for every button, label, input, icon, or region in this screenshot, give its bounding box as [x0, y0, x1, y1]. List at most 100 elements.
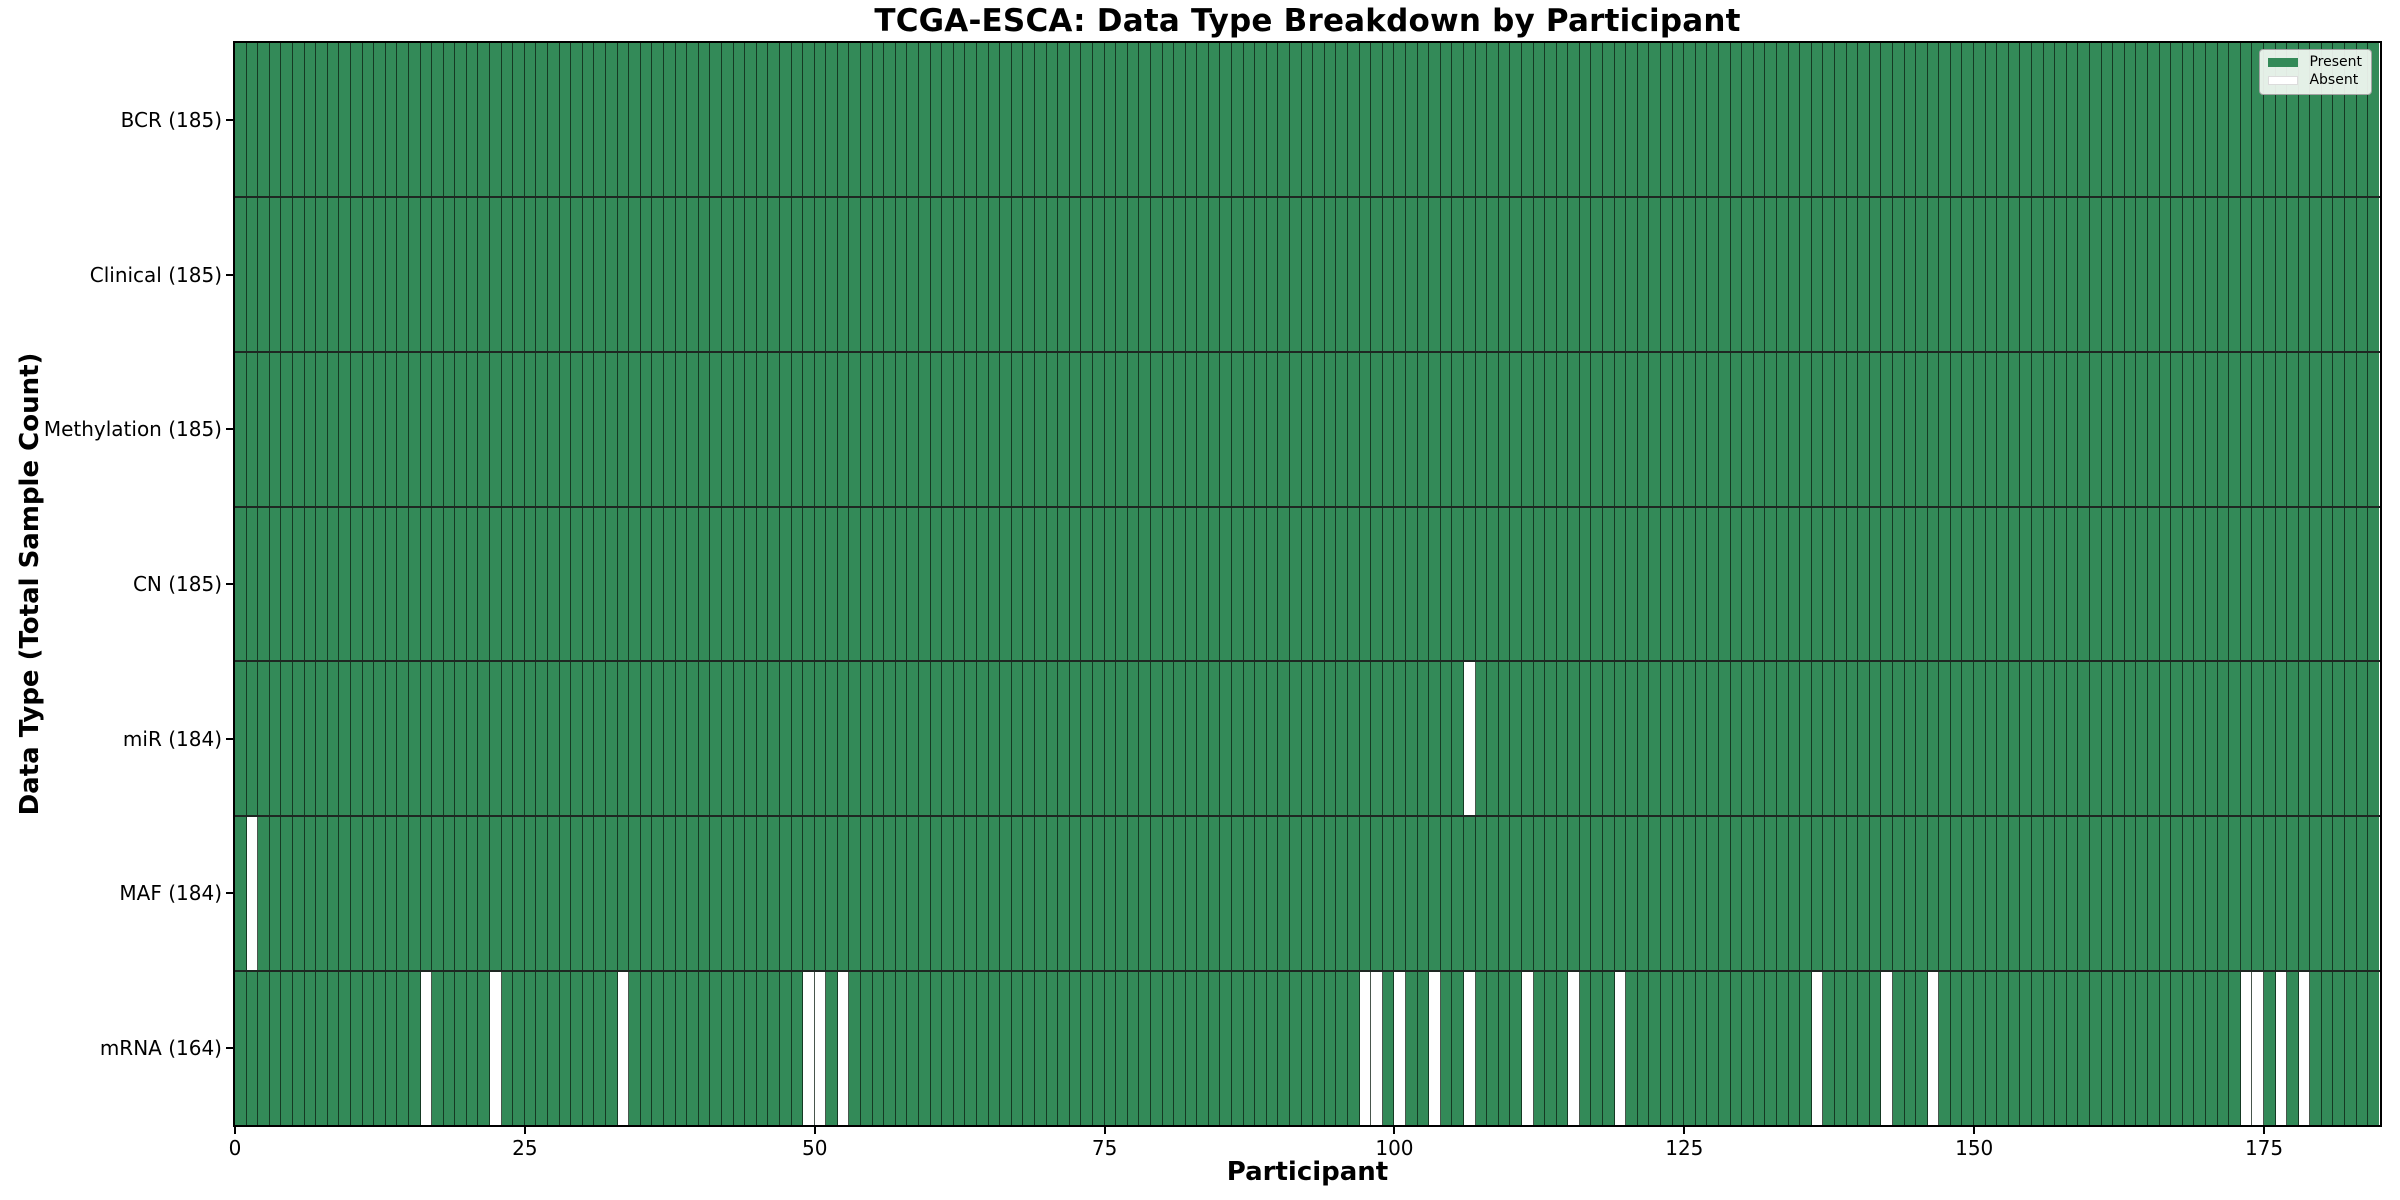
heatmap-cell: [1916, 352, 1928, 506]
heatmap-cell: [884, 197, 896, 351]
heatmap-cell: [1092, 662, 1105, 816]
heatmap-cell: [350, 352, 363, 506]
heatmap-cell: [2229, 352, 2241, 506]
heatmap-cell: [837, 507, 850, 661]
heatmap-cell: [1695, 197, 1708, 351]
heatmap-cell: [362, 352, 375, 506]
legend: Present Absent: [2259, 49, 2372, 95]
heatmap-cell: [2043, 817, 2056, 971]
heatmap-cell: [1939, 197, 1951, 351]
heatmap-cell: [1417, 817, 1430, 971]
heatmap-cell: [2136, 507, 2148, 661]
heatmap-cell: [1498, 817, 1511, 971]
heatmap-cell: [258, 352, 270, 506]
heatmap-cell: [1405, 972, 1418, 1126]
heatmap-cell: [1405, 352, 1418, 506]
heatmap-cell: [907, 352, 920, 506]
heatmap-cell: [432, 197, 444, 351]
heatmap-cell: [385, 817, 398, 971]
heatmap-cell: [652, 662, 664, 816]
heatmap-cell: [443, 352, 456, 506]
heatmap-cell: [374, 43, 386, 196]
heatmap-cell: [1336, 507, 1348, 661]
heatmap-cell: [2136, 662, 2148, 816]
heatmap-cell: [490, 507, 502, 661]
heatmap-cell: [768, 817, 780, 971]
heatmap-cell: [536, 662, 549, 816]
heatmap-cell: [1916, 43, 1928, 196]
heatmap-cell: [1139, 352, 1151, 506]
heatmap-cell: [1556, 662, 1569, 816]
heatmap-cell: [1058, 507, 1070, 661]
x-tick-label-50: 50: [801, 1136, 828, 1160]
heatmap-cell: [872, 507, 885, 661]
heatmap-cell: [1487, 662, 1499, 816]
heatmap-cell: [292, 197, 305, 351]
heatmap-cell: [1510, 43, 1522, 196]
heatmap-cell: [1498, 662, 1511, 816]
heatmap-cell: [849, 972, 862, 1126]
heatmap-cell: [1985, 662, 1998, 816]
heatmap-cell: [1591, 197, 1604, 351]
heatmap-cell: [258, 507, 270, 661]
heatmap-cell: [756, 662, 769, 816]
heatmap-cell: [1429, 43, 1441, 196]
heatmap-cell: [559, 352, 572, 506]
heatmap-cell: [1904, 662, 1917, 816]
heatmap-cell: [1301, 817, 1314, 971]
heatmap-cell: [1788, 817, 1801, 971]
heatmap-cell: [1092, 43, 1105, 196]
heatmap-cell: [1359, 352, 1372, 506]
heatmap-cell: [837, 43, 850, 196]
heatmap-cell: [2194, 662, 2206, 816]
heatmap-cell: [1568, 972, 1580, 1126]
heatmap-cell: [350, 43, 363, 196]
heatmap-cell: [316, 662, 328, 816]
heatmap-cell: [1220, 507, 1233, 661]
heatmap-cell: [1232, 662, 1244, 816]
heatmap-cell: [745, 43, 757, 196]
heatmap-cell: [466, 972, 479, 1126]
heatmap-cell: [1475, 507, 1488, 661]
heatmap-cell: [1394, 972, 1406, 1126]
heatmap-cell: [2240, 972, 2253, 1126]
heatmap-cell: [791, 817, 804, 971]
heatmap-cell: [1800, 507, 1812, 661]
heatmap-cell: [1974, 197, 1986, 351]
heatmap-cell: [2263, 662, 2276, 816]
heatmap-cell: [1208, 507, 1221, 661]
heatmap-cell: [687, 43, 699, 196]
heatmap-cell: [710, 352, 722, 506]
heatmap-cell: [1626, 352, 1638, 506]
heatmap-cell: [1556, 507, 1569, 661]
heatmap-cell: [478, 43, 491, 196]
heatmap-cell: [1858, 817, 1870, 971]
heatmap-cell: [1092, 817, 1105, 971]
heatmap-cell: [1081, 352, 1093, 506]
heatmap-cell: [1661, 352, 1673, 506]
heatmap-cell: [2217, 352, 2230, 506]
heatmap-cell: [2008, 43, 2021, 196]
heatmap-cell: [1197, 817, 1209, 971]
heatmap-cell: [559, 197, 572, 351]
heatmap-cell: [1521, 662, 1534, 816]
heatmap-cell: [606, 662, 618, 816]
heatmap-cell: [2124, 43, 2137, 196]
heatmap-cell: [2229, 43, 2241, 196]
heatmap-cell: [1359, 197, 1372, 351]
heatmap-cell: [2240, 662, 2253, 816]
heatmap-cell: [1000, 817, 1012, 971]
heatmap-cell: [1858, 972, 1870, 1126]
heatmap-cell: [466, 507, 479, 661]
heatmap-cell: [2008, 662, 2021, 816]
heatmap-cell: [2368, 507, 2379, 661]
heatmap-cell: [466, 43, 479, 196]
heatmap-cell: [1637, 972, 1650, 1126]
heatmap-cell: [2275, 817, 2288, 971]
heatmap-cell: [791, 43, 804, 196]
heatmap-cell: [1185, 817, 1198, 971]
heatmap-cell: [327, 507, 340, 661]
heatmap-cell: [2356, 972, 2369, 1126]
y-tick-mark: [226, 737, 233, 740]
heatmap-cell: [374, 352, 386, 506]
